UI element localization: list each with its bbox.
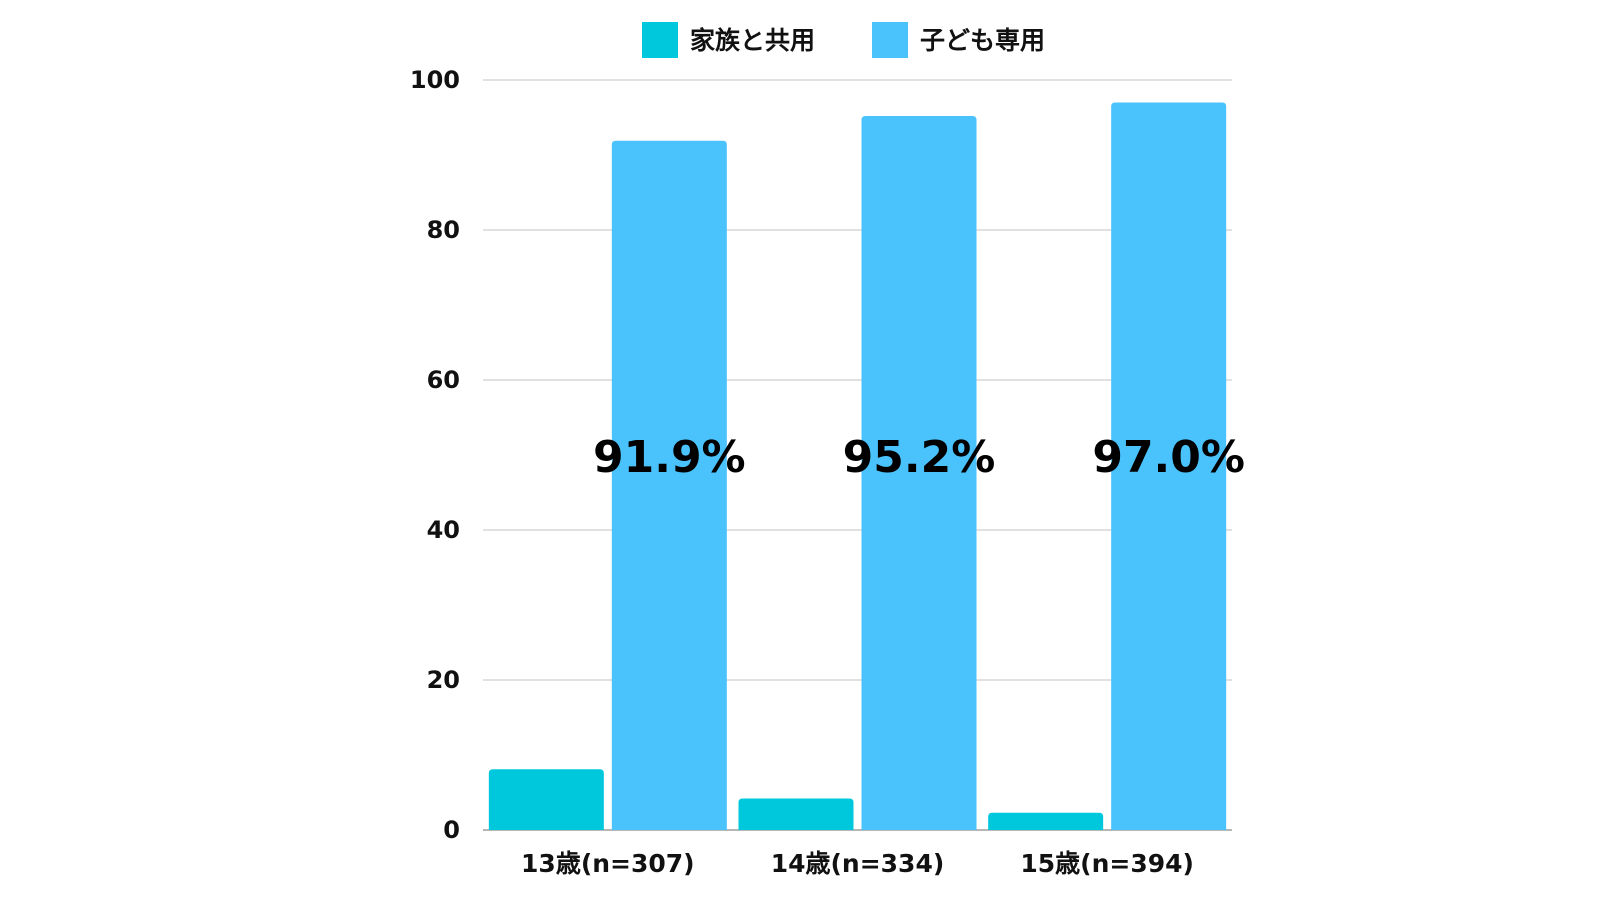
legend-swatch — [872, 22, 908, 58]
bar-shared-3 — [988, 812, 1104, 830]
bar-shared-2 — [738, 798, 854, 830]
y-tick-label: 20 — [427, 666, 460, 694]
y-tick-label: 80 — [427, 216, 460, 244]
legend-swatch — [642, 22, 678, 58]
legend-label: 家族と共用 — [690, 26, 815, 55]
bar-shared-1 — [488, 769, 604, 830]
y-tick-label: 40 — [427, 516, 460, 544]
data-label: 95.2% — [843, 432, 996, 483]
bar-own-3 — [1111, 102, 1227, 830]
x-tick-label: 13歳(n=307) — [521, 849, 695, 878]
x-tick-label: 14歳(n=334) — [771, 849, 945, 878]
y-tick-label: 0 — [443, 816, 460, 844]
bar-own-2 — [861, 116, 977, 830]
data-label: 91.9% — [593, 432, 746, 483]
y-tick-label: 100 — [410, 66, 460, 94]
bar-own-1 — [611, 140, 727, 830]
data-label: 97.0% — [1092, 432, 1245, 483]
x-tick-label: 15歳(n=394) — [1020, 849, 1194, 878]
legend-label: 子ども専用 — [920, 26, 1045, 55]
y-tick-label: 60 — [427, 366, 460, 394]
